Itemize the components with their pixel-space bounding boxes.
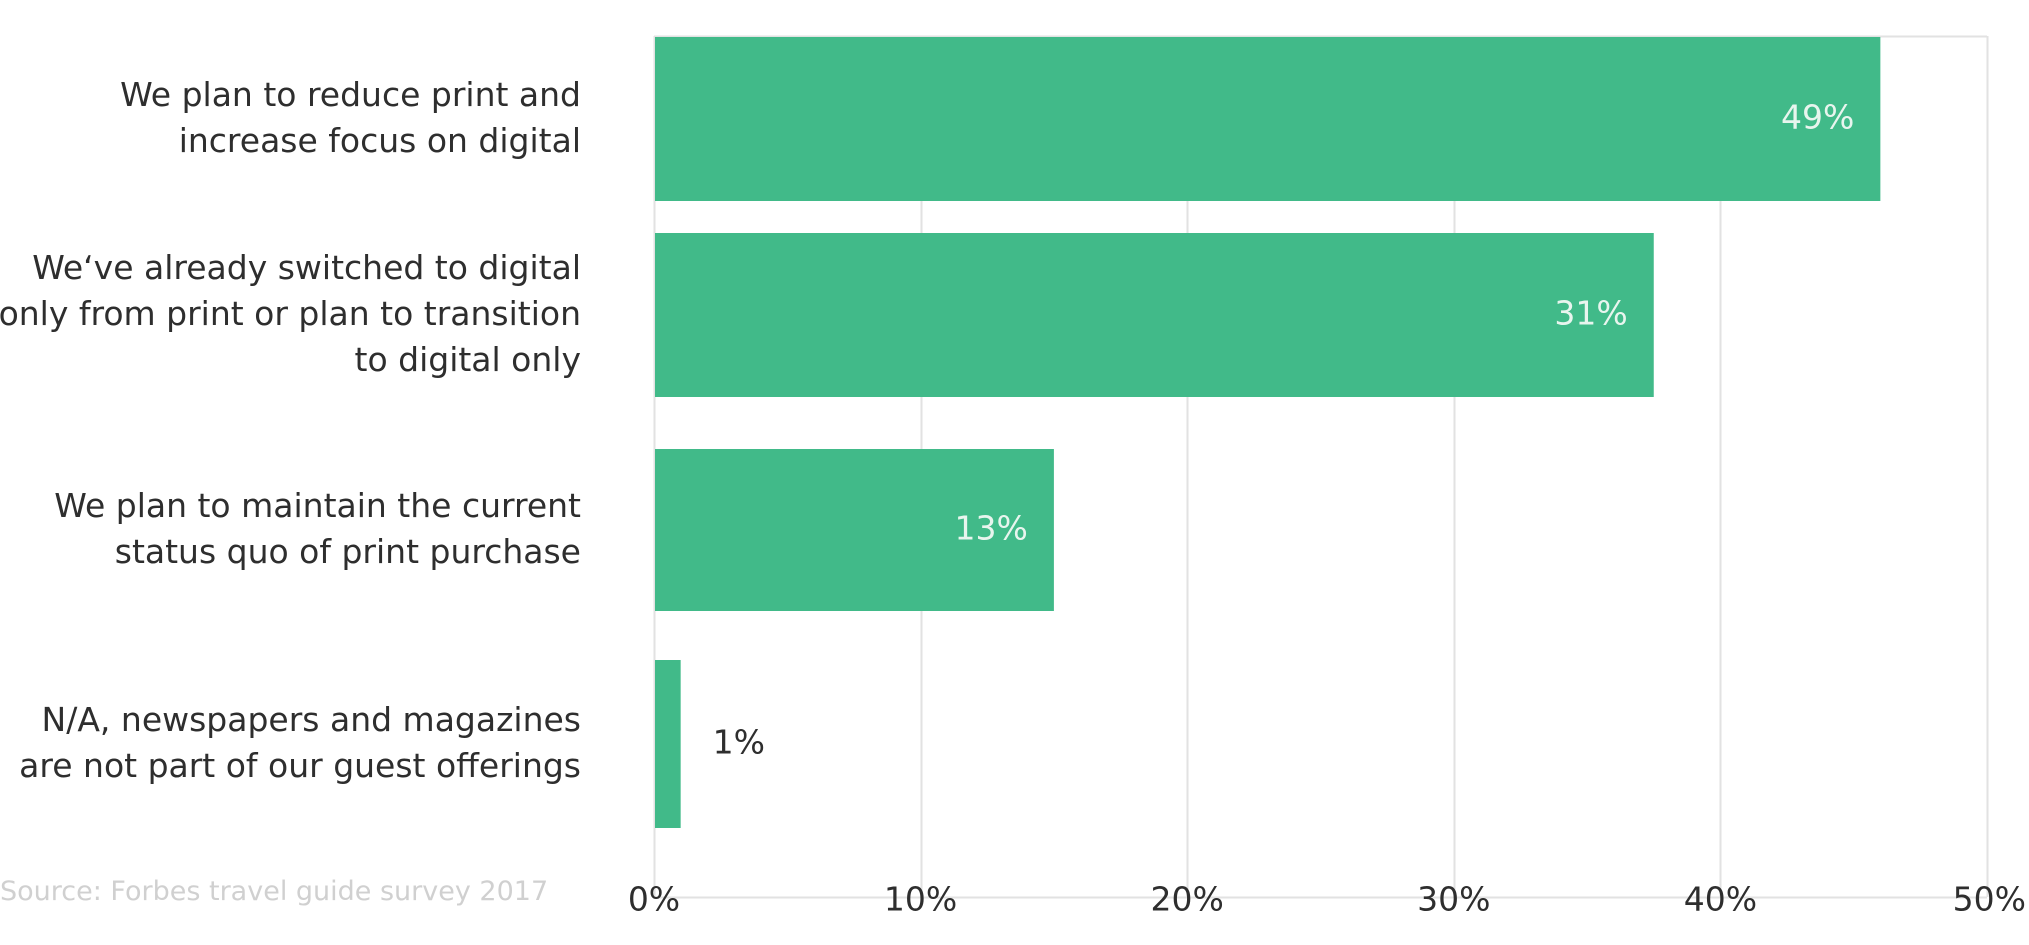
category-label-1-line-1: only from print or plan to transition xyxy=(0,294,581,333)
source-note: Source: Forbes travel guide survey 2017 xyxy=(0,876,548,907)
x-tick-label-3: 30% xyxy=(1417,880,1490,919)
bar-2 xyxy=(655,449,1054,611)
x-tick-label-0: 0% xyxy=(628,880,680,919)
bar-0 xyxy=(655,37,1881,201)
category-label-1: We‘ve already switched to digital only fr… xyxy=(0,248,581,379)
category-label-3-line-1: are not part of our guest offerings xyxy=(19,746,581,785)
category-label-3-line-0: N/A, newspapers and magazines xyxy=(42,700,581,739)
category-label-0: We plan to reduce print and increase focu… xyxy=(120,75,581,160)
category-label-1-line-0: We‘ve already switched to digital xyxy=(32,248,581,287)
x-tick-label-1: 10% xyxy=(884,880,957,919)
bar-1 xyxy=(655,233,1654,397)
category-label-2: We plan to maintain the current status qu… xyxy=(54,486,581,571)
category-label-0-line-1: increase focus on digital xyxy=(179,121,581,160)
bar-3 xyxy=(655,660,681,828)
category-label-1-line-2: to digital only xyxy=(355,340,581,379)
x-tick-label-5: 50% xyxy=(1953,880,2026,919)
value-label-2: 13% xyxy=(955,509,1028,548)
value-label-1: 31% xyxy=(1554,294,1627,333)
category-label-2-line-0: We plan to maintain the current xyxy=(54,486,581,525)
value-labels: 49% 31% 13% 1% xyxy=(713,98,1855,762)
category-label-0-line-0: We plan to reduce print and xyxy=(120,75,581,114)
value-label-3: 1% xyxy=(713,723,765,762)
category-labels: We plan to reduce print and increase focu… xyxy=(0,75,581,785)
bars xyxy=(655,37,1881,828)
category-label-3: N/A, newspapers and magazines are not par… xyxy=(19,700,581,785)
value-label-0: 49% xyxy=(1781,98,1854,137)
x-tick-label-4: 40% xyxy=(1684,880,1757,919)
x-axis-ticks: 0% 10% 20% 30% 40% 50% xyxy=(628,880,2026,919)
category-label-2-line-1: status quo of print purchase xyxy=(115,532,581,571)
x-tick-label-2: 20% xyxy=(1151,880,1224,919)
